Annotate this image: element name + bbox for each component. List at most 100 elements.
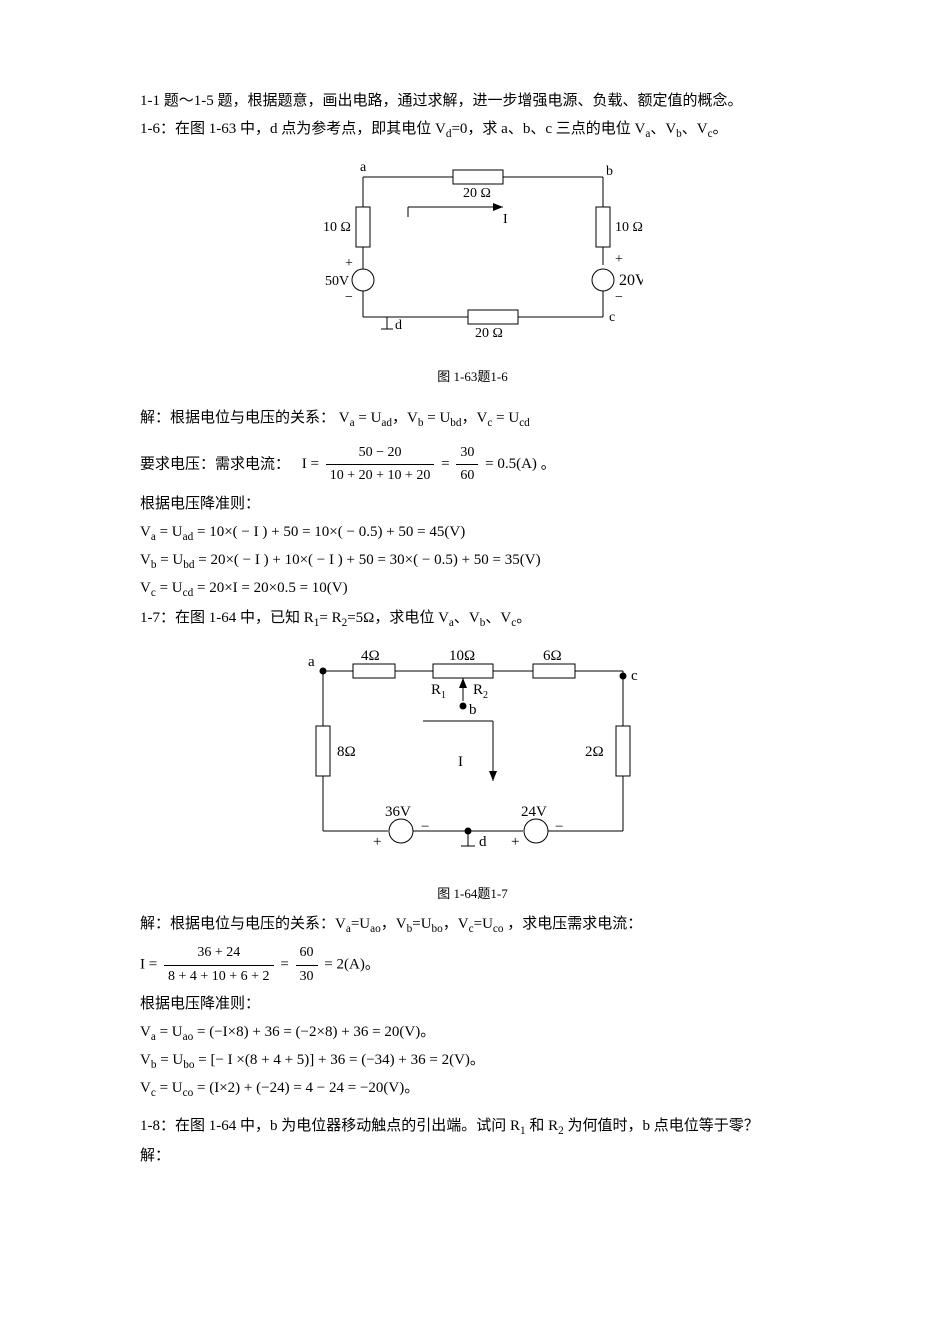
r-left-label: 10 Ω	[323, 220, 351, 235]
q16-text-mid2: 、V	[650, 121, 676, 137]
vc-s1: c	[151, 587, 156, 599]
r-top-label: 20 Ω	[463, 186, 491, 201]
vc-pre: ，V	[462, 410, 488, 426]
plus-24: +	[511, 834, 519, 850]
vb-s2: bd	[183, 559, 194, 571]
q18-sol: 解：	[140, 1144, 805, 1168]
sol16-req-pre: 要求电压：需求电流：	[140, 456, 290, 472]
s17vc2: co	[183, 1087, 194, 1099]
q18-pre: 1-8：在图 1-64 中，b 为电位器移动触点的引出端。试问 R	[140, 1118, 520, 1134]
uad-sub: ad	[381, 417, 392, 429]
node-c-label: c	[609, 310, 615, 325]
minus-left: −	[345, 290, 353, 305]
r1-label: R1	[431, 682, 446, 701]
v-right-label: 20V	[619, 272, 643, 289]
frac1-den: 10 + 20 + 10 + 20	[326, 465, 435, 487]
sol16-va-line: Va = Uad = 10×( − I ) + 50 = 10×( − 0.5)…	[140, 520, 805, 546]
sol16-relation: 解：根据电位与电压的关系： Va = Uad，Vb = Ubd，Vc = Ucd	[140, 406, 805, 432]
q17-text: 1-7：在图 1-64 中，已知 R1= R2=5Ω，求电位 Va、Vb、Vc。	[140, 606, 805, 632]
node-a-label: a	[360, 160, 367, 175]
r-bottom-label: 20 Ω	[475, 326, 503, 341]
sol17-eq2: =	[280, 957, 292, 973]
sol16-current: 要求电压：需求电流： I = 50 − 2010 + 20 + 10 + 20 …	[140, 442, 805, 488]
sol16-rel-eq: Va = Uad，Vb = Ubd，Vc = Ucd	[339, 410, 530, 426]
current-i-label: I	[503, 212, 508, 227]
v24-label: 24V	[521, 804, 547, 820]
ucd-sub: cd	[519, 417, 530, 429]
v36-label: 36V	[385, 804, 411, 820]
vc-s2: cd	[183, 587, 194, 599]
vb-s1: b	[151, 559, 157, 571]
r2s-label: R2	[473, 682, 488, 701]
q17-c1: 、V	[454, 610, 480, 626]
r10-label: 10Ω	[449, 648, 475, 664]
sol17-c2: ，V	[443, 916, 469, 932]
plus-right: +	[615, 252, 623, 267]
circuit-1-64-svg: a b c d 4Ω 10Ω 6Ω 8Ω 2Ω R1 R2 36V 24V I …	[273, 646, 673, 874]
sol17-sbo: bo	[432, 923, 443, 935]
q17-c2: 、V	[485, 610, 511, 626]
ubd-sub: bd	[450, 417, 461, 429]
period-1: 。	[541, 456, 556, 472]
sol16-vc-line: Vc = Ucd = 20×I = 20×0.5 = 10(V)	[140, 576, 805, 602]
sol17-f2d: 30	[296, 966, 318, 988]
sol17-tail: ，求电压需求电流：	[504, 916, 643, 932]
sol17-vb-line: Vb = Ubo = [− I ×(8 + 4 + 5)] + 36 = (−3…	[140, 1048, 805, 1074]
intro-line-1: 1-1 题～1-5 题，根据题意，画出电路，通过求解，进一步增强电源、负载、额定…	[140, 89, 805, 113]
figure-1-63: a b c d 20 Ω 10 Ω 10 Ω 20 Ω 50V 20V I + …	[140, 157, 805, 388]
q17-mid: = R	[319, 610, 341, 626]
q17-pre: 1-7：在图 1-64 中，已知 R	[140, 610, 314, 626]
sol17-rule: 根据电压降准则：	[140, 992, 805, 1016]
i-result: = 0.5(A)	[485, 456, 537, 472]
s17vb1: b	[151, 1059, 157, 1071]
sol16-vb-line: Vb = Ubd = 20×( − I ) + 10×( − I ) + 50 …	[140, 548, 805, 574]
minus-right: −	[615, 290, 623, 305]
minus-36: −	[421, 819, 429, 835]
va-s2: ad	[183, 531, 194, 543]
r6-label: 6Ω	[543, 648, 562, 664]
sol17-eqU3: =U	[474, 916, 493, 932]
sol17-relation: 解：根据电位与电压的关系：Va=Uao，Vb=Ubo，Vc=Uco ，求电压需求…	[140, 912, 805, 938]
s17vce: 。	[404, 1080, 419, 1096]
sol17-f2n: 60	[296, 942, 318, 965]
s17vae: 。	[420, 1024, 435, 1040]
i-label-2: I	[458, 754, 463, 770]
sol17-sco: co	[493, 923, 504, 935]
s17va1: a	[151, 1031, 156, 1043]
va-s1: a	[151, 531, 156, 543]
ub-sym: = U	[424, 410, 451, 426]
node-c-label-2: c	[631, 668, 638, 684]
va-sym: V	[339, 410, 350, 426]
page: 1-1 题～1-5 题，根据题意，画出电路，通过求解，进一步增强电源、负载、额定…	[0, 0, 945, 1337]
s17vbe: 。	[470, 1052, 485, 1068]
sol17-va-line: Va = Uao = (−I×8) + 36 = (−2×8) + 36 = 2…	[140, 1020, 805, 1046]
q16-text-end: 。	[713, 121, 728, 137]
r-right-label: 10 Ω	[615, 220, 643, 235]
ua-sym: = U	[355, 410, 382, 426]
q17-end: 。	[516, 610, 531, 626]
frac-2: 3060	[456, 442, 478, 488]
r4-label: 4Ω	[361, 648, 380, 664]
q16-text-mid: =0，求 a、b、c 三点的电位 V	[451, 121, 645, 137]
intro-line-2: 1-6：在图 1-63 中，d 点为参考点，即其电位 Vd=0，求 a、b、c …	[140, 117, 805, 143]
s17vc1: c	[151, 1087, 156, 1099]
sol17-f1n: 36 + 24	[164, 942, 274, 965]
sol16-i-eq: I = 50 − 2010 + 20 + 10 + 20 = 3060 = 0.…	[302, 456, 541, 472]
sol17-sao: ao	[370, 923, 381, 935]
node-d-label-2: d	[479, 834, 487, 850]
q18-mid: 和 R	[526, 1118, 559, 1134]
sol17-i-res: = 2(A)	[324, 957, 365, 973]
fig-1-63-caption: 图 1-63题1-6	[140, 367, 805, 388]
sol17-period: 。	[365, 957, 380, 973]
sol17-frac1: 36 + 248 + 4 + 10 + 6 + 2	[164, 942, 274, 988]
q18-end: 为何值时，b 点电位等于零？	[564, 1118, 759, 1134]
sol17-current: I = 36 + 248 + 4 + 10 + 6 + 2 = 6030 = 2…	[140, 942, 805, 988]
r2-label: 2Ω	[585, 744, 604, 760]
i-eq-left: I =	[302, 456, 323, 472]
frac2-num: 30	[456, 442, 478, 465]
plus-36: +	[373, 834, 381, 850]
sol17-f1d: 8 + 4 + 10 + 6 + 2	[164, 966, 274, 988]
sol17-c1: ，V	[381, 916, 407, 932]
eq-sign-1: =	[441, 456, 453, 472]
v-left-label: 50V	[325, 274, 349, 289]
